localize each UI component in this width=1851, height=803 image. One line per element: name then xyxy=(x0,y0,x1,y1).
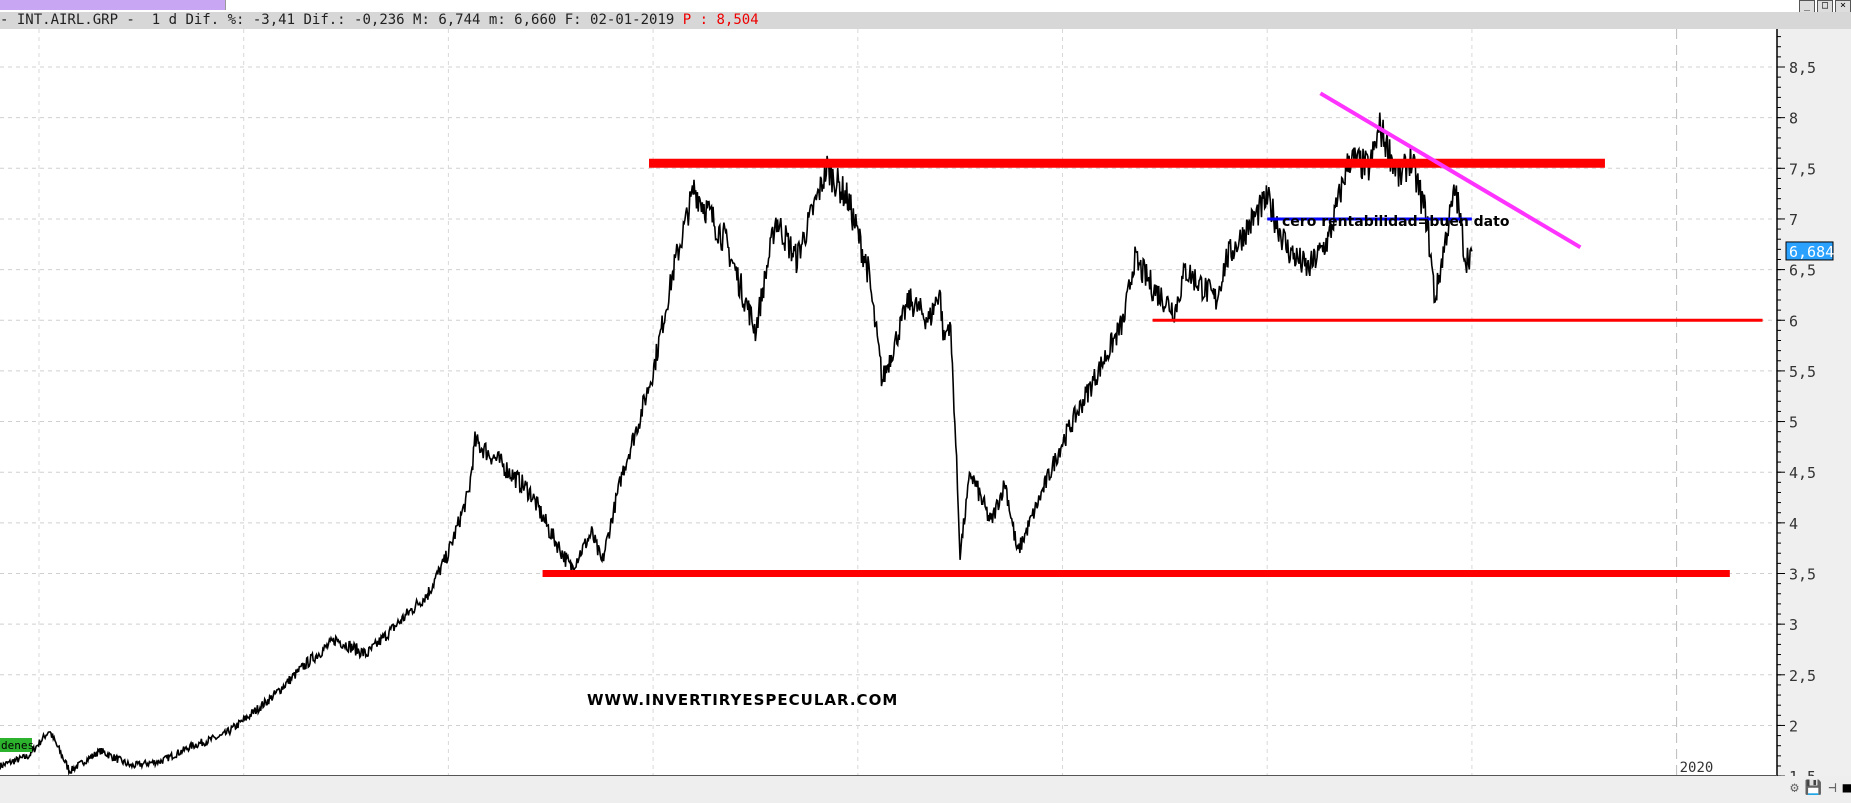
last-price-value: 6,684 xyxy=(1789,243,1834,261)
top-strip xyxy=(0,0,1851,10)
p-value: P : 8,504 xyxy=(682,12,759,28)
y-tick-label: 5,5 xyxy=(1789,363,1816,381)
annotation-note: cero rentabilidad=buen dato xyxy=(1282,214,1510,230)
trend-line xyxy=(1319,91,1582,250)
y-tick-label: 8,5 xyxy=(1789,59,1816,77)
y-tick-label: 2,5 xyxy=(1789,667,1816,685)
y-tick-label: 1,5 xyxy=(1789,768,1816,776)
chart-tab[interactable] xyxy=(0,0,226,10)
watermark: WWW.INVERTIRYESPECULAR.COM xyxy=(587,691,898,709)
pin-icon[interactable]: ⊣ xyxy=(1828,780,1837,796)
price-axis-bg xyxy=(1777,29,1851,776)
y-tick-label: 6,5 xyxy=(1789,262,1816,280)
window-controls: _ □ × xyxy=(1799,0,1851,13)
save-icon[interactable]: 💾 xyxy=(1804,780,1823,796)
price-chart[interactable]: 1,522,533,544,555,566,577,588,5201220132… xyxy=(0,29,1851,776)
y-tick-label: 2 xyxy=(1789,717,1798,735)
footer-bar xyxy=(0,776,1851,803)
symbol: - INT.AIRL.GRP - xyxy=(0,12,135,28)
y-tick-label: 3,5 xyxy=(1789,566,1816,584)
settings-icon[interactable]: ⚙ xyxy=(1790,780,1799,796)
year-marker: 2020 xyxy=(1680,760,1714,776)
green-label: denes xyxy=(1,739,34,752)
stats: Dif. %: -3,41 Dif.: -0,236 M: 6,744 m: 6… xyxy=(185,12,675,28)
y-tick-label: 5 xyxy=(1789,414,1798,432)
last-price-tag xyxy=(1785,241,1834,261)
y-tick-label: 8 xyxy=(1789,110,1798,128)
toolbar-icons: ⚙ 💾 ⊣ ■ xyxy=(1790,776,1851,796)
y-tick-label: 4,5 xyxy=(1789,464,1816,482)
y-tick-label: 6 xyxy=(1789,312,1798,330)
y-tick-label: 7,5 xyxy=(1789,160,1816,178)
y-tick-label: 7 xyxy=(1789,211,1798,229)
y-tick-label: 4 xyxy=(1789,515,1798,533)
color-icon[interactable]: ■ xyxy=(1842,780,1851,796)
period: 1 d xyxy=(151,12,178,28)
quote-header: - INT.AIRL.GRP - 1 d Dif. %: -3,41 Dif.:… xyxy=(0,12,1851,29)
price-line xyxy=(0,112,1473,776)
restore-icon[interactable]: □ xyxy=(1817,0,1833,13)
green-label-bg xyxy=(0,738,32,752)
y-tick-label: 3 xyxy=(1789,616,1798,634)
